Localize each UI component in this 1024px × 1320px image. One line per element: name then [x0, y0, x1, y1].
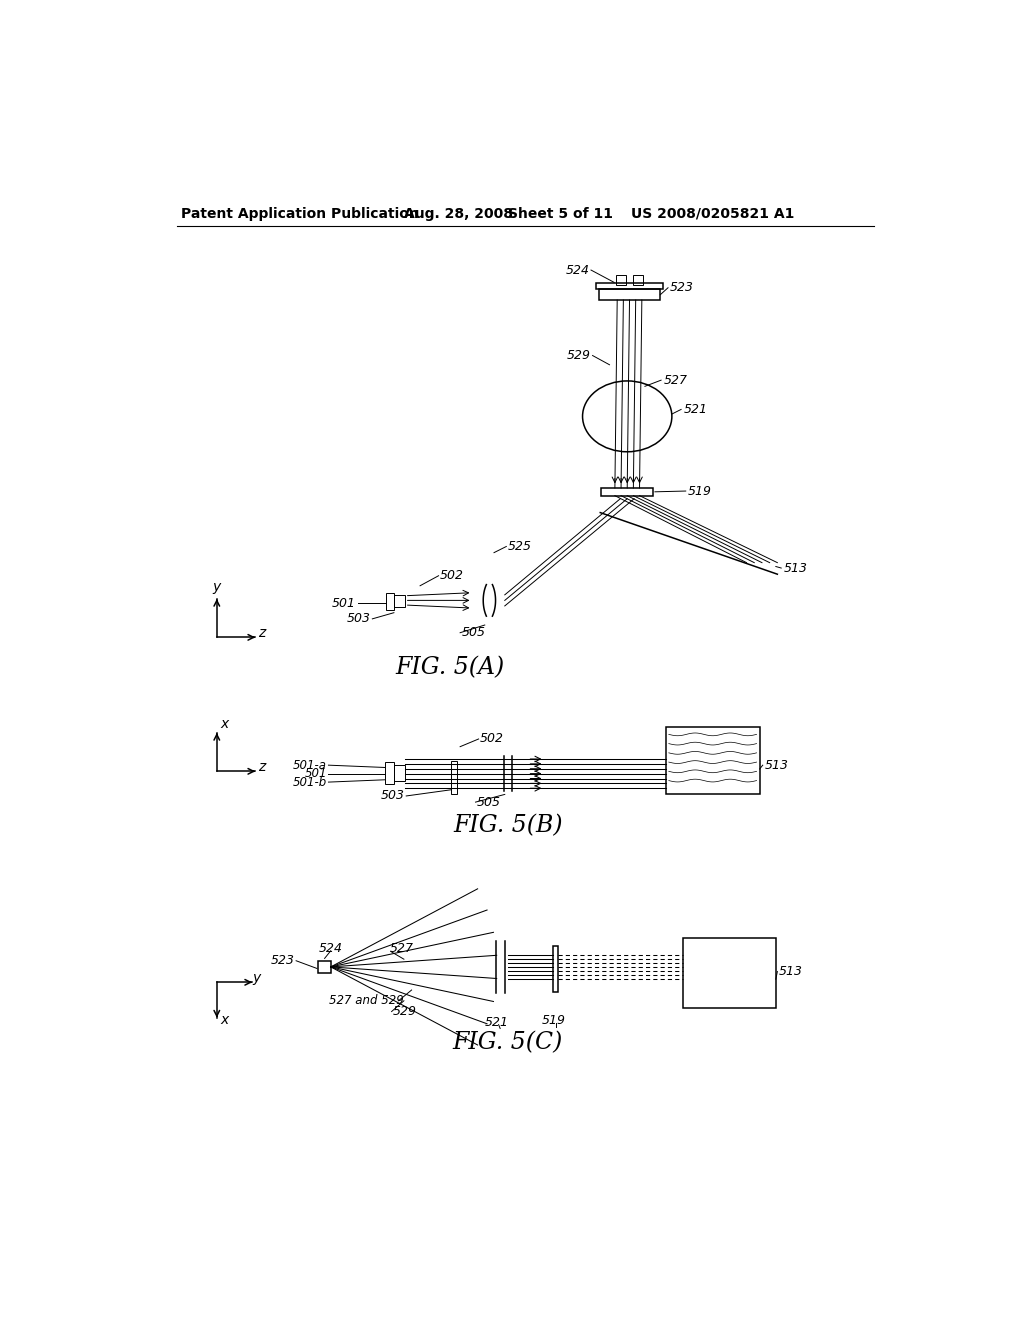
- Bar: [318, 961, 331, 973]
- Bar: [683, 939, 776, 1007]
- Text: z: z: [258, 627, 265, 640]
- Bar: [599, 289, 660, 300]
- Bar: [394, 766, 404, 780]
- Bar: [633, 276, 643, 285]
- Text: 502: 502: [480, 733, 504, 746]
- Bar: [553, 946, 558, 993]
- Bar: [386, 593, 394, 610]
- Text: 513: 513: [764, 759, 788, 772]
- Text: 501-a: 501-a: [293, 759, 327, 772]
- Text: 513: 513: [783, 561, 808, 574]
- Text: 527 and 529: 527 and 529: [330, 994, 404, 1007]
- Text: FIG. 5(B): FIG. 5(B): [453, 813, 562, 837]
- Text: 524: 524: [318, 942, 343, 954]
- Bar: [596, 284, 664, 289]
- Text: 521: 521: [485, 1016, 509, 1028]
- Text: 519: 519: [542, 1014, 566, 1027]
- Text: 505: 505: [477, 796, 501, 809]
- Text: y: y: [253, 972, 261, 985]
- Text: 523: 523: [270, 954, 295, 968]
- Bar: [385, 762, 394, 784]
- Text: 501-b: 501-b: [293, 776, 327, 788]
- Text: 529: 529: [567, 348, 591, 362]
- Text: x: x: [220, 717, 229, 731]
- Text: y: y: [213, 581, 221, 594]
- Text: 502: 502: [440, 569, 464, 582]
- Bar: [615, 276, 627, 285]
- Bar: [451, 760, 457, 795]
- Text: 524: 524: [565, 264, 590, 277]
- Text: 523: 523: [670, 281, 693, 294]
- Text: Patent Application Publication: Patent Application Publication: [180, 207, 419, 220]
- Text: x: x: [220, 1012, 229, 1027]
- Text: 513: 513: [779, 965, 803, 978]
- Bar: [394, 595, 404, 607]
- Text: Aug. 28, 2008: Aug. 28, 2008: [403, 207, 513, 220]
- Text: FIG. 5(A): FIG. 5(A): [395, 656, 505, 680]
- Bar: [666, 726, 760, 795]
- Text: 501: 501: [332, 597, 356, 610]
- Text: 527: 527: [664, 374, 687, 387]
- Text: 527: 527: [389, 942, 414, 954]
- Text: 529: 529: [392, 1005, 417, 1018]
- Text: z: z: [258, 760, 265, 775]
- Text: 519: 519: [688, 484, 712, 498]
- Text: 503: 503: [381, 789, 404, 803]
- Text: FIG. 5(C): FIG. 5(C): [453, 1031, 563, 1053]
- Text: 505: 505: [462, 626, 485, 639]
- Text: 501: 501: [304, 767, 327, 780]
- Text: 503: 503: [347, 612, 371, 626]
- Bar: [601, 488, 653, 496]
- Text: 521: 521: [683, 403, 708, 416]
- Text: 525: 525: [508, 540, 531, 553]
- Text: US 2008/0205821 A1: US 2008/0205821 A1: [631, 207, 795, 220]
- Text: Sheet 5 of 11: Sheet 5 of 11: [508, 207, 612, 220]
